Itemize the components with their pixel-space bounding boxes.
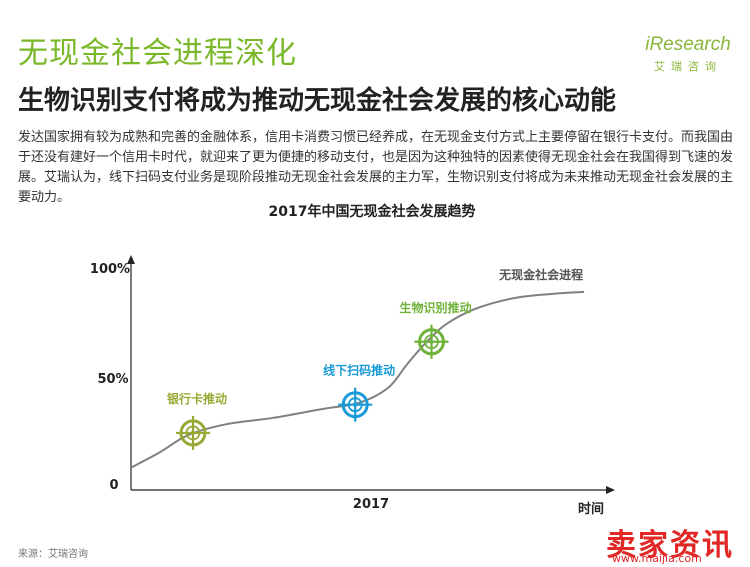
annotation-label-biometric: 生物识别推动 [400, 300, 472, 315]
intro-paragraph: 发达国家拥有较为成熟和完善的金融体系，信用卡消费习惯已经养成，在无现金支付方式上… [18, 130, 734, 205]
brand-logo-text: iResearch [645, 34, 731, 55]
annotation-label-bank-card: 银行卡推动 [167, 391, 227, 406]
annotation-label-qr-scan: 线下扫码推动 [323, 363, 395, 378]
x-tick-label-2017: 2017 [353, 497, 389, 512]
y-axis-arrow [127, 255, 135, 264]
series-label: 无现金社会进程 [498, 267, 583, 282]
page-title: 无现金社会进程深化 [18, 36, 297, 71]
watermark-text: 卖家资讯 [606, 528, 734, 563]
watermark-backdrop [598, 517, 750, 567]
series-line-cashless-progress [130, 290, 585, 469]
brand-logo: iResearch 艾瑞咨询 [638, 34, 738, 74]
y-tick-label-50: 50% [97, 372, 128, 387]
x-axis-label: 时间 [578, 501, 604, 517]
y-tick-label-0: 0 [109, 478, 118, 493]
watermark-url: www.maijia.com [612, 552, 702, 565]
x-axis-arrow [606, 486, 615, 494]
y-tick-label-100: 100% [90, 262, 130, 277]
x-axis [131, 486, 615, 494]
target-marker-qr-scan [338, 387, 373, 422]
y-axis [127, 255, 135, 490]
target-marker-biometric [414, 324, 449, 359]
target-marker-bank-card [176, 415, 211, 450]
source-note: 来源：艾瑞咨询 [18, 549, 88, 560]
page-subtitle: 生物识别支付将成为推动无现金社会发展的核心动能 [18, 86, 617, 116]
chart-title: 2017年中国无现金社会发展趋势 [269, 203, 476, 220]
marker-layer: 银行卡推动 线下扫码推动 生物识别推动 [167, 300, 472, 450]
brand-tagline: 艾瑞咨询 [654, 60, 722, 73]
